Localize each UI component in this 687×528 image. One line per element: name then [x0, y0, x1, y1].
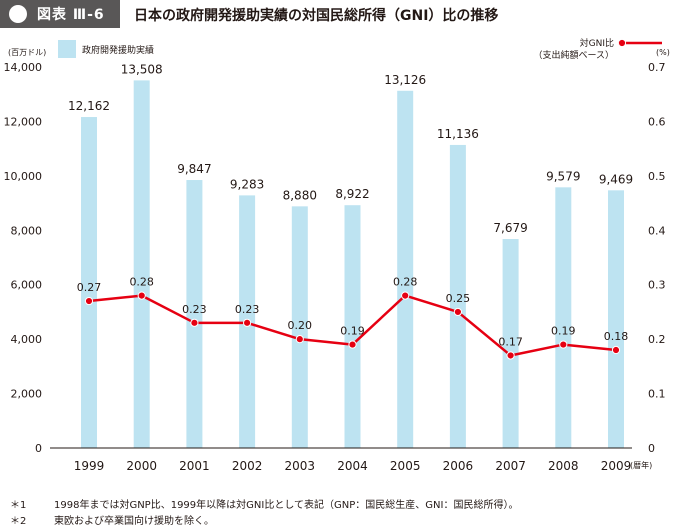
x-tick-label: 2003	[285, 459, 316, 473]
figure-badge: 図表 Ⅲ-6	[0, 0, 120, 28]
line-value-label: 0.19	[551, 325, 576, 338]
figure-label: 図表 Ⅲ-6	[37, 7, 105, 23]
gni-ratio-point-2005	[401, 291, 410, 300]
x-tick-label: 2006	[443, 459, 474, 473]
right-tick-label: 0.6	[648, 115, 666, 128]
bar-value-label: 9,579	[546, 169, 580, 183]
left-tick-label: 10,000	[4, 170, 43, 183]
bar-value-label: 13,126	[384, 73, 426, 87]
bar-2008	[555, 187, 572, 448]
footnote-1-text: 1998年までは対GNP比、1999年以降は対GNI比として表記（GNP：国民総…	[54, 500, 519, 511]
gni-ratio-point-2001	[190, 318, 199, 327]
right-tick-label: 0.2	[648, 333, 666, 346]
bar-value-label: 8,922	[335, 187, 369, 201]
line-value-label: 0.28	[129, 276, 154, 289]
bar-value-label: 7,679	[493, 221, 527, 235]
x-tick-label: 2007	[495, 459, 526, 473]
line-value-label: 0.18	[604, 330, 629, 343]
left-tick-label: 12,000	[4, 115, 43, 128]
right-tick-label: 0.5	[648, 170, 666, 183]
bar-value-label: 8,880	[283, 188, 317, 202]
gni-ratio-point-2002	[243, 318, 252, 327]
bar-value-label: 13,508	[121, 62, 163, 76]
bar-2005	[397, 90, 414, 449]
right-tick-label: 0.3	[648, 279, 666, 292]
legend-line-label: 対GNI比	[580, 37, 614, 49]
footnote-2-text: 東欧および卒業国向け援助を除く。	[54, 516, 214, 527]
bar-value-label: 11,136	[437, 127, 479, 141]
bar-2000	[133, 80, 150, 448]
left-tick-label: 8,000	[11, 224, 43, 237]
footnote-2-mark: ＊2	[10, 516, 27, 527]
footnote-1-mark: ＊1	[10, 500, 27, 511]
legend-bar-swatch	[58, 40, 76, 58]
right-axis-unit: (%)	[656, 48, 670, 57]
line-value-label: 0.19	[340, 325, 365, 338]
left-axis-unit: (百万ドル)	[8, 48, 46, 57]
bar-value-label: 12,162	[68, 99, 110, 113]
left-tick-label: 14,000	[4, 61, 43, 74]
bar-2004	[344, 205, 361, 448]
gni-ratio-point-1999	[84, 296, 94, 306]
line-value-label: 0.23	[182, 303, 207, 316]
gni-ratio-point-2009	[611, 345, 621, 355]
footnote-2: ＊2 東欧および卒業国向け援助を除く。	[10, 512, 214, 527]
x-axis-unit: (暦年)	[630, 460, 652, 470]
bar-value-label: 9,847	[177, 162, 211, 176]
line-value-label: 0.27	[77, 281, 102, 294]
right-tick-label: 0.7	[648, 61, 666, 74]
bar-2006	[449, 144, 466, 448]
x-tick-label: 2005	[390, 459, 421, 473]
gni-ratio-point-2000	[137, 291, 146, 300]
left-tick-label: 4,000	[11, 333, 43, 346]
gni-ratio-point-2003	[295, 335, 304, 344]
gni-ratio-point-2006	[453, 307, 462, 317]
line-value-label: 0.23	[235, 303, 260, 316]
chart-title: 日本の政府開発援助実績の対国民総所得（GNI）比の推移	[134, 8, 499, 24]
legend-bar-label: 政府開発援助実績	[82, 44, 154, 56]
left-tick-label: 0	[35, 442, 42, 455]
right-tick-label: 0.1	[648, 388, 666, 401]
circle-icon	[9, 5, 27, 23]
x-tick-label: 1999	[74, 459, 105, 473]
x-tick-label: 2001	[179, 459, 210, 473]
line-value-label: 0.17	[498, 335, 523, 348]
gni-ratio-point-2004	[348, 340, 357, 349]
bar-value-label: 9,469	[599, 172, 633, 186]
bar-2003	[291, 206, 308, 448]
left-tick-label: 6,000	[11, 279, 43, 292]
x-tick-label: 2004	[337, 459, 368, 473]
bar-2009	[608, 190, 624, 448]
gni-ratio-point-2008	[559, 340, 568, 349]
bar-2001	[186, 180, 203, 448]
x-tick-label: 2002	[232, 459, 263, 473]
left-tick-label: 2,000	[11, 388, 43, 401]
bar-1999	[81, 117, 97, 448]
line-value-label: 0.28	[393, 276, 418, 289]
legend-line-marker	[617, 38, 627, 48]
bar-2007	[502, 239, 519, 448]
footnote-1: ＊1 1998年までは対GNP比、1999年以降は対GNI比として表記（GNP：国…	[10, 496, 518, 511]
x-tick-label: 2000	[126, 459, 157, 473]
gni-ratio-point-2007	[506, 351, 515, 360]
line-value-label: 0.20	[288, 319, 313, 332]
right-tick-label: 0.4	[648, 224, 666, 237]
legend-line-sublabel: （支出純額ベース）	[533, 49, 614, 61]
bar-value-label: 9,283	[230, 177, 264, 191]
x-tick-label: 2009	[601, 459, 632, 473]
right-tick-label: 0	[648, 442, 655, 455]
line-value-label: 0.25	[446, 292, 471, 305]
x-tick-label: 2008	[548, 459, 579, 473]
figure-header: 図表 Ⅲ-6 日本の政府開発援助実績の対国民総所得（GNI）比の推移	[0, 0, 687, 28]
